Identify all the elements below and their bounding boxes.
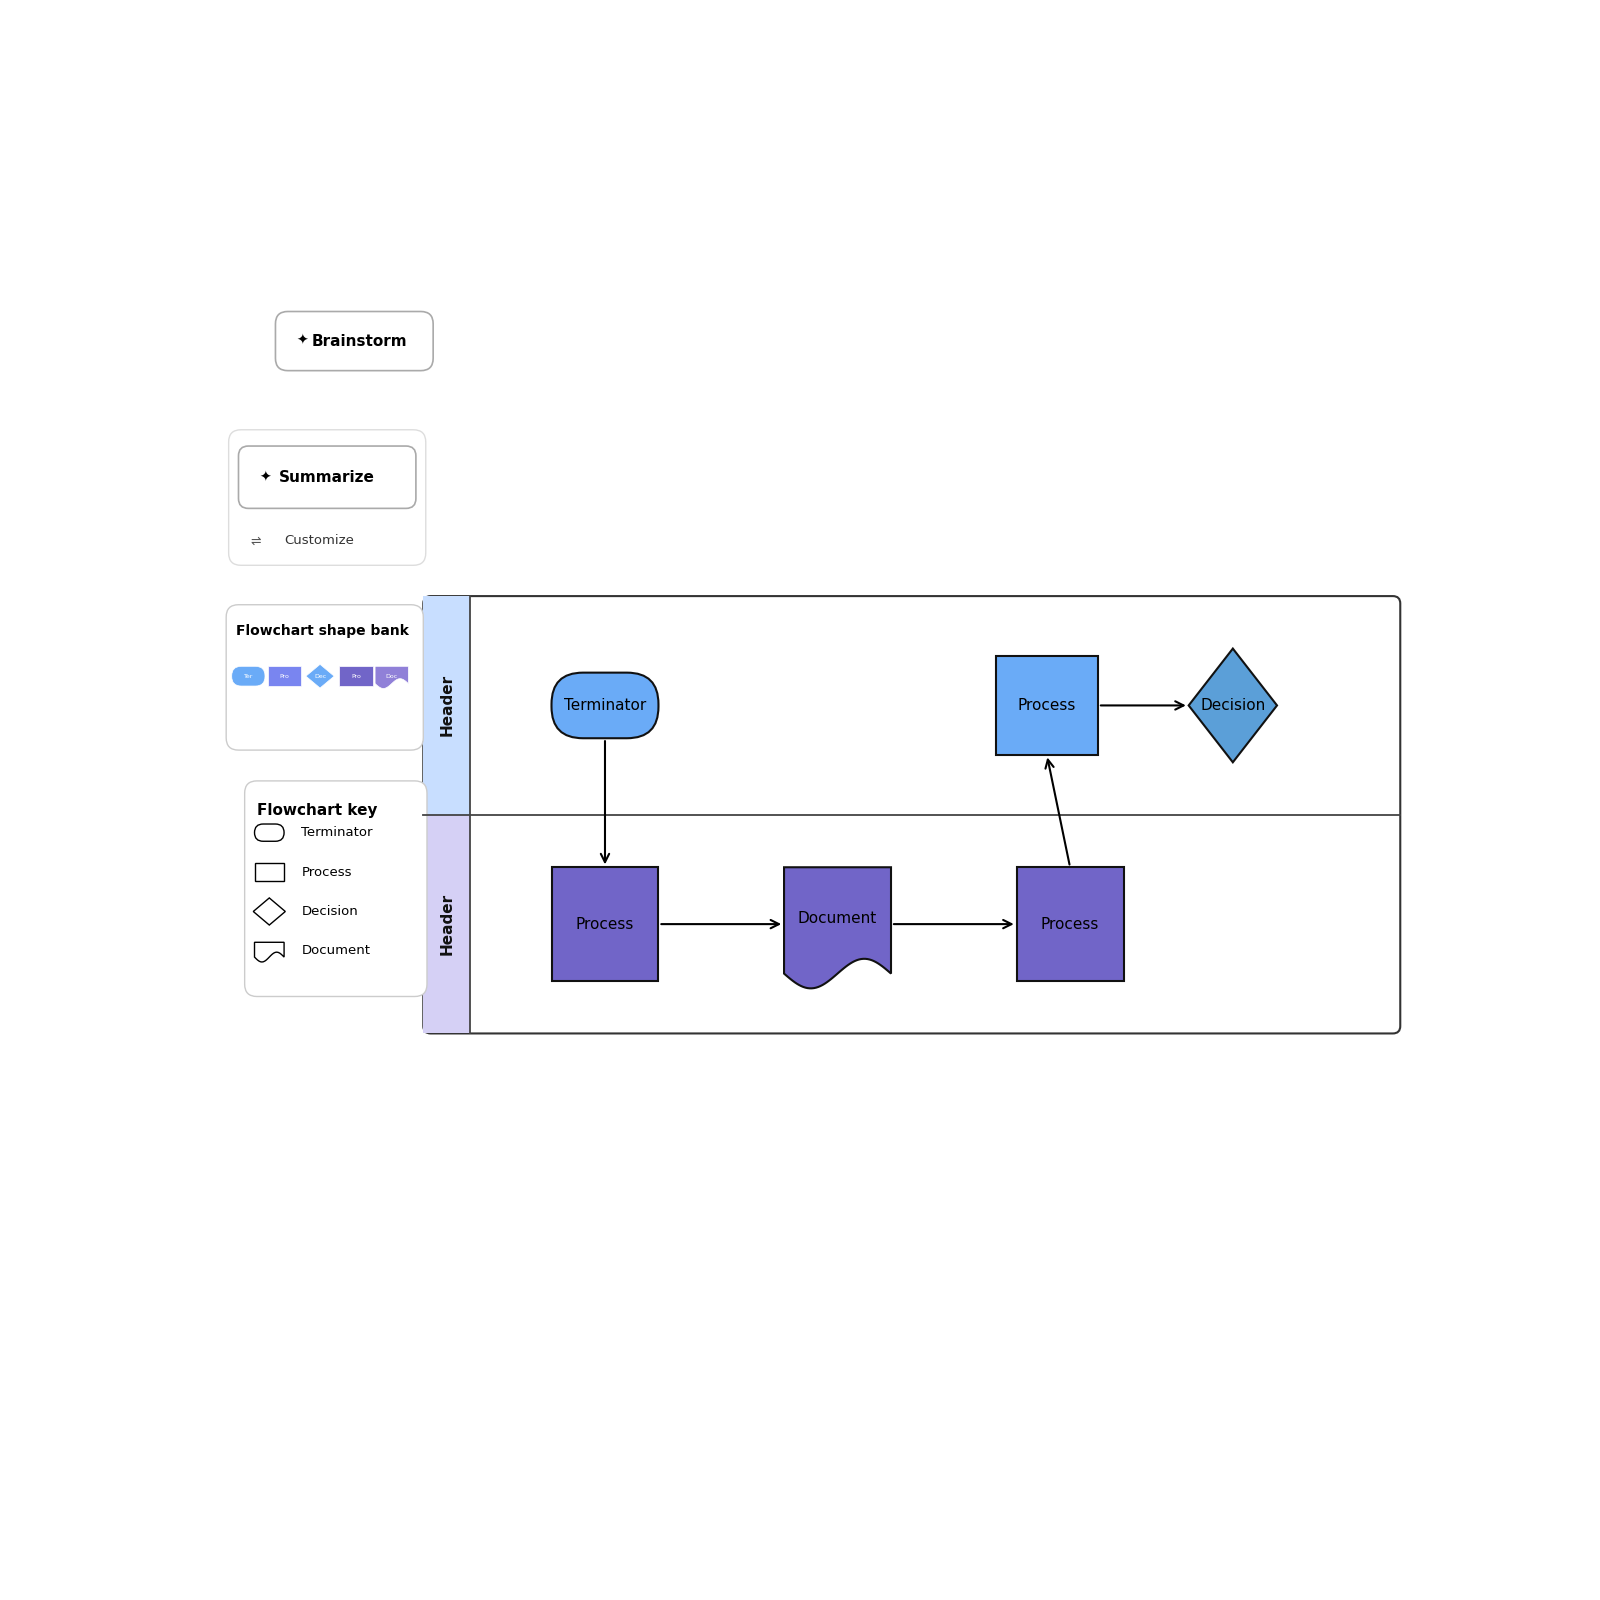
Text: Document: Document xyxy=(301,944,370,957)
Text: Document: Document xyxy=(798,910,877,926)
Text: Customize: Customize xyxy=(285,534,354,547)
FancyBboxPatch shape xyxy=(229,430,426,565)
Text: Pro: Pro xyxy=(280,674,290,678)
Text: Decision: Decision xyxy=(1200,698,1266,714)
Text: Terminator: Terminator xyxy=(301,826,373,838)
Text: Process: Process xyxy=(1042,917,1099,931)
Polygon shape xyxy=(254,942,285,962)
Text: Doc: Doc xyxy=(386,674,398,678)
Polygon shape xyxy=(374,666,408,688)
FancyBboxPatch shape xyxy=(232,666,266,686)
Text: Decision: Decision xyxy=(301,906,358,918)
Text: ✦: ✦ xyxy=(296,334,309,349)
FancyBboxPatch shape xyxy=(226,605,424,750)
FancyBboxPatch shape xyxy=(995,656,1098,755)
FancyBboxPatch shape xyxy=(267,666,301,686)
FancyBboxPatch shape xyxy=(245,781,427,997)
Text: ⇌: ⇌ xyxy=(251,534,261,547)
FancyBboxPatch shape xyxy=(275,312,434,371)
Text: Pro: Pro xyxy=(350,674,362,678)
Text: Flowchart key: Flowchart key xyxy=(258,803,378,818)
Polygon shape xyxy=(784,867,891,989)
Text: Flowchart shape bank: Flowchart shape bank xyxy=(237,624,410,638)
Polygon shape xyxy=(306,664,334,688)
FancyBboxPatch shape xyxy=(424,597,1400,1034)
Text: ✦: ✦ xyxy=(259,470,272,485)
FancyBboxPatch shape xyxy=(424,814,470,1034)
Text: Process: Process xyxy=(1018,698,1075,714)
FancyBboxPatch shape xyxy=(254,824,285,842)
Text: Header: Header xyxy=(440,893,454,955)
Text: Process: Process xyxy=(301,866,352,878)
Text: Terminator: Terminator xyxy=(563,698,646,714)
FancyBboxPatch shape xyxy=(339,666,373,686)
Text: Header: Header xyxy=(440,674,454,736)
Text: Summarize: Summarize xyxy=(280,470,374,485)
Polygon shape xyxy=(253,898,285,925)
Text: Ter: Ter xyxy=(243,674,253,678)
FancyBboxPatch shape xyxy=(552,672,659,738)
FancyBboxPatch shape xyxy=(1016,867,1123,981)
Text: Dec: Dec xyxy=(314,674,326,678)
FancyBboxPatch shape xyxy=(254,864,285,880)
Text: Process: Process xyxy=(576,917,634,931)
FancyBboxPatch shape xyxy=(238,446,416,509)
FancyBboxPatch shape xyxy=(424,597,470,814)
Polygon shape xyxy=(1189,648,1277,762)
FancyBboxPatch shape xyxy=(552,867,659,981)
Text: Brainstorm: Brainstorm xyxy=(312,333,406,349)
